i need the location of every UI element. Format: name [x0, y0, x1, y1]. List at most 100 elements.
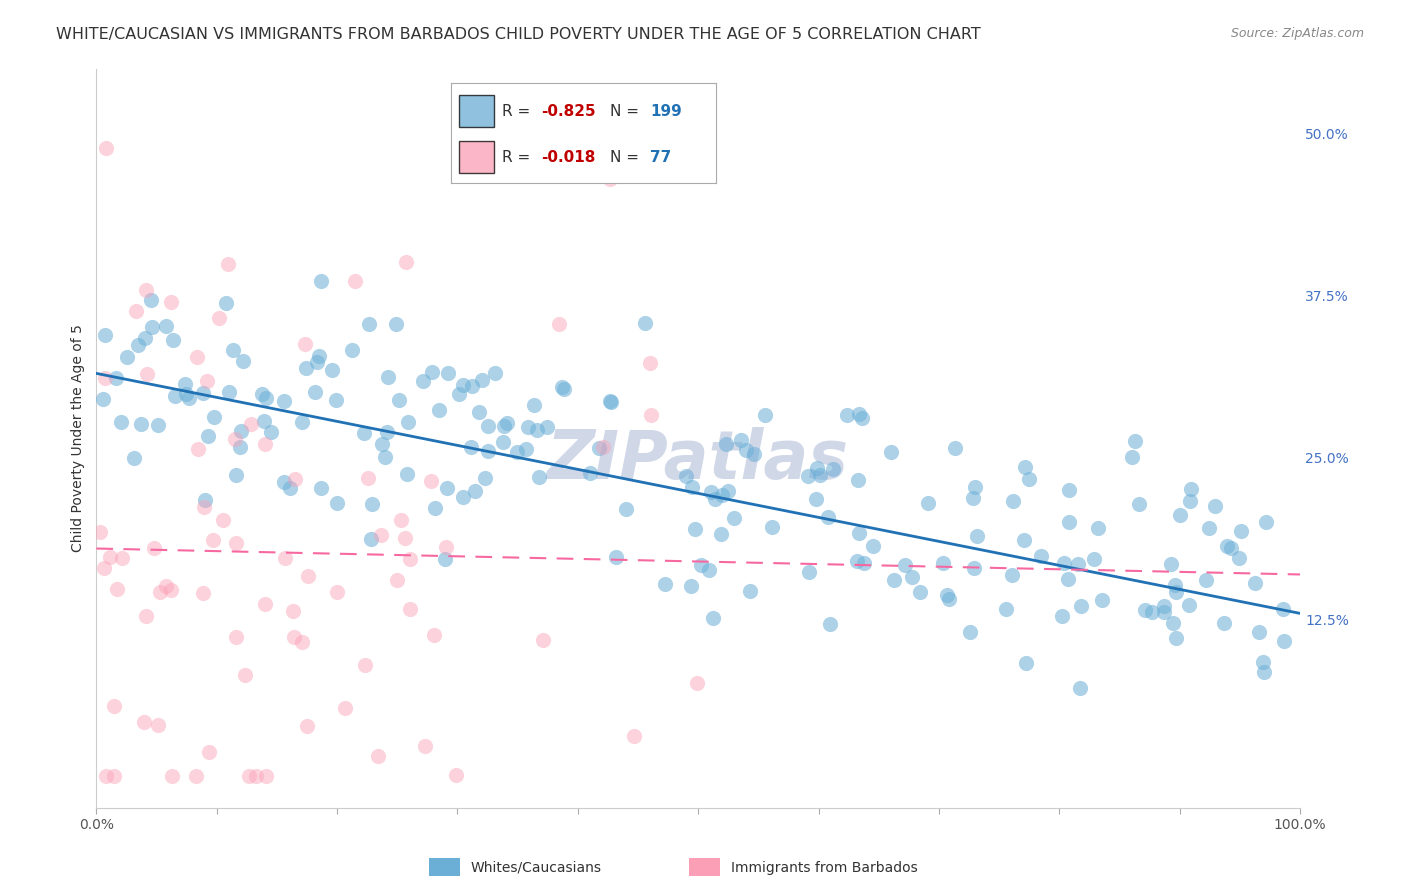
Point	[526, 423, 548, 437]
Point	[321, 362, 343, 376]
Text: Whites/Caucasians: Whites/Caucasians	[471, 861, 602, 875]
Point	[883, 573, 905, 587]
Point	[1213, 616, 1236, 631]
Point	[496, 416, 519, 430]
Point	[295, 361, 318, 376]
Point	[959, 625, 981, 640]
Point	[685, 675, 707, 690]
Point	[160, 582, 183, 597]
Point	[354, 658, 377, 673]
Point	[516, 420, 538, 434]
Point	[690, 558, 713, 573]
Point	[291, 635, 314, 649]
Point	[420, 366, 443, 380]
Point	[1053, 556, 1076, 570]
Point	[388, 392, 411, 407]
Point	[195, 374, 218, 388]
Point	[1220, 541, 1243, 555]
Point	[202, 533, 225, 547]
Point	[599, 172, 621, 186]
Point	[1153, 605, 1175, 619]
Point	[122, 451, 145, 466]
Point	[1002, 493, 1025, 508]
Point	[1001, 568, 1024, 582]
Point	[880, 445, 903, 459]
Point	[851, 411, 873, 425]
Point	[436, 481, 458, 495]
Point	[105, 371, 128, 385]
Point	[901, 570, 924, 584]
Point	[186, 350, 208, 364]
Point	[966, 529, 988, 543]
Point	[174, 376, 197, 391]
Point	[852, 556, 875, 570]
Point	[254, 768, 277, 782]
Point	[1180, 482, 1202, 496]
Point	[1198, 521, 1220, 535]
Point	[94, 768, 117, 782]
Point	[434, 552, 457, 566]
Point	[89, 524, 111, 539]
Point	[994, 602, 1017, 616]
Point	[142, 541, 165, 555]
Point	[506, 445, 529, 459]
Point	[494, 419, 516, 434]
Point	[253, 414, 276, 428]
Point	[139, 293, 162, 308]
Point	[605, 549, 627, 564]
Point	[340, 343, 363, 358]
Point	[105, 582, 128, 597]
Point	[212, 513, 235, 527]
Point	[938, 592, 960, 607]
Point	[218, 385, 240, 400]
Point	[420, 474, 443, 488]
Point	[1128, 497, 1150, 511]
Point	[103, 699, 125, 714]
Point	[177, 391, 200, 405]
Point	[357, 471, 380, 485]
Point	[1087, 521, 1109, 535]
Point	[846, 554, 869, 568]
Text: WHITE/CAUCASIAN VS IMMIGRANTS FROM BARBADOS CHILD POVERTY UNDER THE AGE OF 5 COR: WHITE/CAUCASIAN VS IMMIGRANTS FROM BARBA…	[56, 27, 981, 42]
Point	[396, 415, 419, 429]
Point	[702, 611, 724, 625]
Point	[229, 424, 252, 438]
Point	[273, 550, 295, 565]
Point	[224, 432, 246, 446]
Point	[614, 502, 637, 516]
Point	[697, 563, 720, 577]
Point	[444, 768, 467, 782]
Point	[253, 598, 276, 612]
Point	[734, 442, 756, 457]
Point	[385, 573, 408, 587]
Point	[283, 631, 305, 645]
Point	[423, 628, 446, 642]
Point	[225, 630, 247, 644]
Point	[399, 601, 422, 615]
Point	[141, 320, 163, 334]
Point	[808, 467, 831, 482]
Point	[245, 768, 267, 782]
Point	[717, 483, 740, 498]
Point	[714, 436, 737, 450]
Point	[962, 491, 984, 506]
Point	[202, 409, 225, 424]
Point	[148, 417, 170, 432]
Point	[1166, 631, 1188, 645]
Y-axis label: Child Poverty Under the Age of 5: Child Poverty Under the Age of 5	[72, 325, 86, 552]
Point	[1014, 533, 1036, 547]
Point	[821, 462, 844, 476]
Point	[132, 714, 155, 729]
Point	[135, 368, 157, 382]
Point	[360, 532, 382, 546]
Point	[283, 604, 305, 618]
Point	[447, 387, 470, 401]
Point	[600, 395, 623, 409]
Point	[1057, 483, 1080, 497]
Point	[1229, 524, 1251, 538]
Point	[1195, 573, 1218, 587]
Text: Immigrants from Barbados: Immigrants from Barbados	[731, 861, 918, 875]
Point	[1083, 551, 1105, 566]
Point	[434, 540, 457, 554]
Point	[160, 768, 183, 782]
